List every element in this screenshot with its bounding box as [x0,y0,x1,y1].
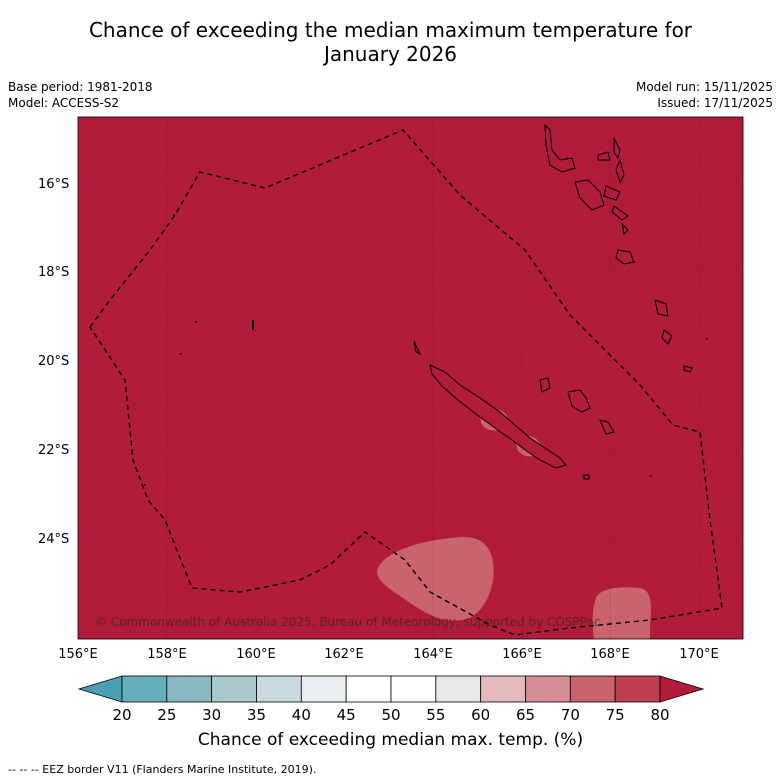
new-caledonia-island [429,364,567,469]
lon-label: 164°E [413,647,453,662]
colorbar-tick-label: 55 [426,706,445,724]
isle-pines [583,474,590,480]
colorbar-tick-label: 50 [381,706,400,724]
model-run: Model run: 15/11/2025 [635,80,773,94]
model-name: Model: ACCESS-S2 [8,96,120,110]
footer-note: -- -- -- EEZ border V11 (Flanders Marine… [8,763,317,776]
lat-label: 18°S [38,265,69,280]
colorbar-tick-label: 20 [112,706,131,724]
lon-label: 170°E [679,647,719,662]
colorbar-bin [480,675,526,703]
colorbar-bin [166,675,213,703]
lon-label: 166°E [502,647,542,662]
colorbar-tick-label: 30 [202,706,221,724]
colorbar-bin [256,675,302,703]
colorbar-bin [435,675,482,703]
vanuatu-islands [544,123,693,373]
lon-label: 160°E [236,647,276,662]
loyalty-islands [539,377,615,435]
colorbar-title: Chance of exceeding median max. temp. (%… [197,730,584,750]
lat-label: 22°S [38,443,69,458]
issued-date: Issued: 17/11/2025 [657,96,773,110]
colorbar-bin [300,675,347,703]
colorbar-tick-label: 40 [292,706,311,724]
base-period: Base period: 1981-2018 [8,80,153,94]
colorbar-tick-label: 60 [471,706,490,724]
colorbar [77,675,705,703]
colorbar-bin [390,675,437,703]
latitude-labels: 16°S 18°S 20°S 22°S 24°S [38,177,69,547]
colorbar-bin [345,675,392,703]
isle-north [413,340,422,356]
meta-right: Model run: 15/11/2025 Issued: 17/11/2025 [636,79,773,111]
title-line-1: Chance of exceeding the median maximum t… [88,18,693,42]
colorbar-tick-label: 80 [650,706,669,724]
colorbar-bin [569,675,616,703]
gridlines [78,117,743,639]
colorbar-tick-label: 75 [606,706,625,724]
meta-left: Base period: 1981-2018 Model: ACCESS-S2 [8,79,153,111]
patch-southeast [592,587,651,639]
colorbar-bin [614,675,661,703]
colorbar-bin [525,675,571,703]
colorbar-bin [121,675,168,703]
colorbar-tick-label: 70 [561,706,580,724]
colorbar-tick-label: 35 [247,706,266,724]
lon-label: 156°E [58,647,98,662]
colorbar-ticks: 20 25 30 35 40 45 50 55 60 65 70 75 80 [112,706,669,724]
map-frame [77,116,744,640]
lon-label: 168°E [590,647,630,662]
colorbar-tick-label: 25 [157,706,176,724]
lon-label: 158°E [147,647,187,662]
lon-label: 162°E [324,647,364,662]
colorbar-tick-label: 65 [516,706,535,724]
longitude-labels: 156°E 158°E 160°E 162°E 164°E 166°E 168°… [58,647,719,662]
lat-label: 24°S [38,532,69,547]
copyright-text: © Commonwealth of Australia 2025, Bureau… [95,615,600,629]
lat-label: 16°S [38,177,69,192]
colorbar-tick-label: 45 [337,706,356,724]
colorbar-bin [211,675,257,703]
title-line-2: January 2026 [323,42,458,66]
patch-south [377,536,494,621]
colorbar-extend-high [659,675,705,703]
colorbar-extend-low [77,675,123,703]
small-islands [144,214,708,486]
chart-title: Chance of exceeding the median maximum t… [40,18,741,66]
lat-label: 20°S [38,354,69,369]
